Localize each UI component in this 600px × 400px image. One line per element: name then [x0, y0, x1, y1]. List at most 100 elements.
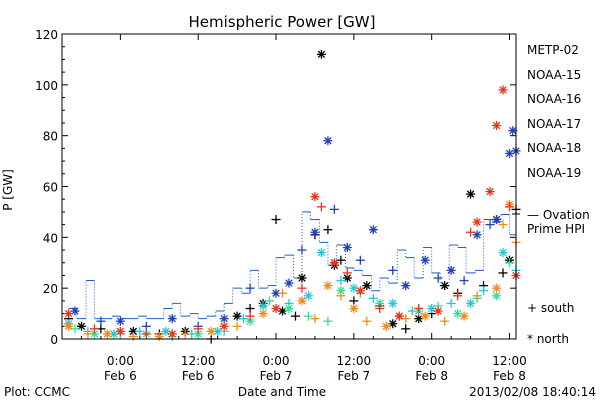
north-point-noaa-16 [258, 301, 268, 311]
north-point-noaa-16 [498, 248, 508, 258]
x-tick-date: Feb 7 [338, 369, 371, 383]
south-point-noaa-19 [466, 227, 476, 237]
ovation-hpi-dotted-drop [76, 211, 517, 319]
y-tick-label: 120 [35, 28, 58, 42]
north-point-noaa-15 [342, 243, 352, 252]
south-point-metp-02 [401, 324, 411, 334]
south-point-noaa-18 [401, 314, 411, 324]
south-point-noaa-19 [505, 202, 515, 212]
x-axis-label: Date and Time [238, 385, 326, 399]
legend: METP-02 NOAA-15 NOAA-16 NOAA-17 NOAA-18 … [527, 43, 590, 346]
north-point-noaa-16 [466, 298, 476, 308]
y-tick-label: 0 [50, 333, 58, 347]
north-point-noaa-19 [498, 85, 508, 95]
south-point-noaa-15 [96, 316, 106, 326]
south-point-noaa-18 [232, 321, 242, 331]
x-tick-time: 0:00 [418, 354, 445, 368]
legend-noaa-19: NOAA-19 [527, 166, 581, 180]
south-point-noaa-19 [141, 329, 151, 339]
south-point-noaa-18 [128, 331, 138, 341]
south-point-noaa-18 [180, 329, 190, 339]
north-point-noaa-18 [492, 283, 502, 293]
legend-ovation: — Ovation [527, 208, 590, 222]
north-point-noaa-15 [310, 227, 320, 237]
x-tick-time: 0:00 [263, 354, 290, 368]
north-point-noaa-19 [394, 311, 404, 321]
south-point-noaa-15 [355, 255, 365, 265]
south-point-noaa-17 [303, 311, 313, 321]
north-point-noaa-15 [420, 255, 430, 265]
north-point-noaa-15 [323, 136, 333, 146]
south-point-noaa-16 [368, 293, 378, 303]
x-tick-date: Feb 8 [493, 369, 526, 383]
north-point-noaa-19 [167, 329, 177, 339]
south-point-noaa-17 [70, 324, 80, 334]
south-point-noaa-16 [239, 314, 249, 324]
north-point-noaa-19 [433, 306, 443, 316]
north-point-noaa-18 [102, 329, 112, 339]
y-tick-label: 20 [43, 282, 58, 296]
north-point-noaa-19 [485, 187, 495, 197]
north-point-noaa-17 [245, 316, 255, 326]
south-point-metp-02 [336, 255, 346, 265]
legend-noaa-17: NOAA-17 [527, 117, 581, 131]
x-tick-time: 12:00 [337, 354, 372, 368]
north-point-noaa-17 [492, 291, 502, 301]
north-point-noaa-18 [420, 311, 430, 321]
south-point-noaa-18 [440, 316, 450, 326]
north-point-noaa-15 [167, 314, 177, 324]
south-point-metp-02 [498, 268, 508, 278]
y-tick-label: 80 [43, 130, 58, 144]
legend-metp-02: METP-02 [527, 43, 579, 57]
north-point-noaa-19 [271, 304, 281, 313]
legend-prime-hpi: Prime HPI [527, 222, 585, 236]
north-point-noaa-15 [446, 265, 456, 275]
south-point-noaa-19 [414, 304, 424, 313]
south-point-noaa-15 [459, 276, 469, 286]
south-point-noaa-15 [433, 273, 443, 283]
south-point-noaa-18 [310, 314, 320, 324]
legend-noaa-18: NOAA-18 [527, 141, 581, 155]
north-point-metp-02 [297, 273, 307, 283]
north-point-noaa-18 [323, 281, 333, 291]
south-point-noaa-15 [485, 220, 495, 230]
north-point-noaa-18 [297, 296, 307, 306]
south-point-noaa-18 [336, 291, 346, 301]
south-point-noaa-19 [316, 202, 326, 212]
north-point-metp-02 [316, 49, 326, 59]
south-point-noaa-18 [278, 288, 288, 298]
legend-noaa-15: NOAA-15 [527, 68, 581, 82]
south-point-metp-02 [271, 215, 281, 225]
north-point-noaa-19 [219, 321, 229, 331]
south-point-noaa-19 [245, 311, 255, 321]
north-point-noaa-15 [368, 225, 378, 235]
y-axis: 0 20 40 60 80 100 120 [35, 28, 516, 347]
south-point-noaa-18 [83, 329, 93, 339]
north-point-noaa-15 [284, 278, 294, 288]
south-point-metp-02 [290, 311, 300, 321]
south-point-noaa-15 [297, 245, 307, 255]
north-point-noaa-18 [206, 326, 216, 336]
x-tick-date: Feb 8 [415, 369, 448, 383]
north-point-metp-02 [362, 281, 372, 291]
north-point-noaa-15 [219, 314, 229, 324]
north-point-noaa-18 [154, 331, 164, 341]
south-point-metp-02 [245, 304, 255, 313]
north-point-noaa-19 [329, 258, 339, 268]
north-point-noaa-16 [303, 291, 313, 301]
north-point-noaa-16 [388, 298, 398, 308]
north-point-noaa-15 [401, 281, 411, 291]
footer-timestamp: 2013/02/08 18:40:14 [469, 385, 596, 399]
x-tick-date: Feb 6 [182, 369, 215, 383]
x-tick-time: 12:00 [492, 354, 527, 368]
x-tick-time: 0:00 [107, 354, 134, 368]
legend-north: * north [527, 332, 569, 346]
north-point-metp-02 [466, 189, 476, 199]
north-point-noaa-18 [459, 311, 469, 321]
north-point-noaa-16 [316, 248, 326, 258]
south-point-noaa-15 [388, 265, 398, 275]
north-point-noaa-19 [355, 286, 365, 296]
south-point-noaa-18 [498, 220, 508, 230]
south-point-noaa-16 [336, 276, 346, 286]
